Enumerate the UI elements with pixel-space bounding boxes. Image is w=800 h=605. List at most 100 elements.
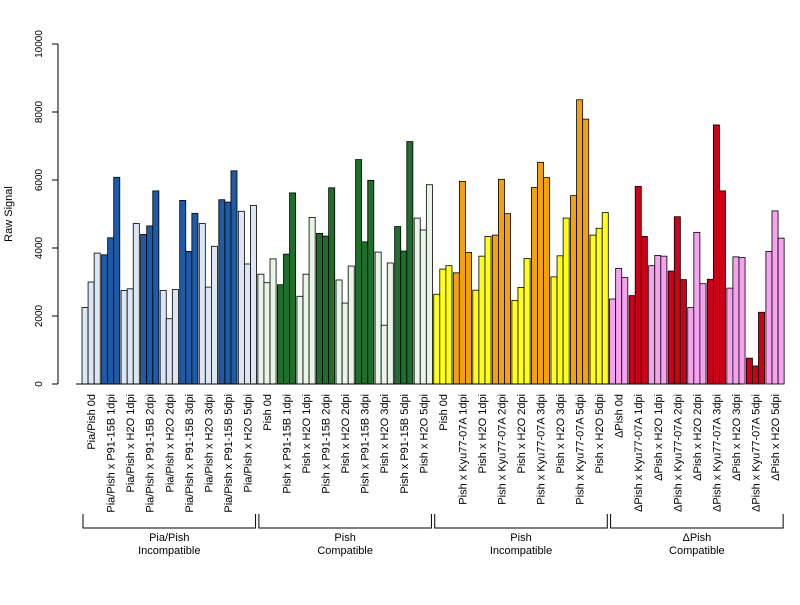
group-bracket bbox=[82, 514, 257, 529]
bar bbox=[556, 255, 564, 385]
x-tick-label: ΔPish 0d bbox=[614, 394, 626, 438]
x-tick-label: Pia/Pish x H2O 5dpi bbox=[242, 394, 254, 492]
x-tick-label: Pish 0d bbox=[262, 394, 274, 431]
bar bbox=[132, 223, 140, 385]
bar bbox=[289, 192, 297, 385]
bar bbox=[504, 213, 511, 385]
bar bbox=[269, 258, 277, 385]
bar bbox=[425, 184, 433, 385]
bar bbox=[595, 227, 603, 385]
x-tick-label: Pia/Pish 0d bbox=[86, 394, 98, 450]
bar bbox=[413, 217, 421, 385]
bar bbox=[693, 231, 701, 385]
bar bbox=[263, 282, 271, 385]
bar bbox=[101, 254, 109, 385]
bar bbox=[679, 279, 687, 385]
bar bbox=[316, 232, 323, 385]
bar bbox=[576, 99, 584, 385]
x-tick-label: Pia/Pish x P91-15B 2dpi bbox=[145, 394, 157, 513]
bar bbox=[628, 295, 636, 385]
bar bbox=[511, 299, 519, 385]
bar bbox=[374, 251, 382, 385]
bar bbox=[726, 287, 734, 385]
x-tick-label: Pish x H2O 3dpi bbox=[379, 394, 391, 473]
x-tick-label: Pia/Pish x H2O 3dpi bbox=[203, 394, 215, 492]
x-tick-label: Pish x H2O 1dpi bbox=[301, 394, 313, 473]
bar bbox=[478, 255, 486, 385]
bar bbox=[498, 178, 505, 385]
x-tick-label: Pish 0d bbox=[438, 394, 450, 431]
bar bbox=[667, 270, 675, 385]
bar bbox=[719, 190, 726, 385]
group-bracket bbox=[610, 514, 784, 529]
x-tick-label: ΔPish x Kyu77-07A 1dpi bbox=[633, 394, 645, 512]
bar bbox=[152, 190, 160, 385]
bar bbox=[615, 267, 623, 385]
bar bbox=[107, 237, 115, 385]
group-label-line2: Incompatible bbox=[138, 545, 200, 557]
bar bbox=[394, 226, 402, 385]
bar bbox=[699, 283, 707, 385]
x-tick-label: Pia/Pish x P91-15B 3dpi bbox=[184, 394, 196, 513]
bar bbox=[283, 253, 290, 385]
bar bbox=[81, 307, 89, 385]
bar bbox=[621, 277, 629, 385]
bar bbox=[179, 199, 187, 385]
x-tick-label: Pia/Pish x H2O 1dpi bbox=[125, 394, 137, 492]
group-bracket bbox=[258, 514, 432, 529]
bar bbox=[660, 255, 668, 385]
bar bbox=[570, 195, 577, 385]
bar bbox=[465, 252, 472, 385]
bar bbox=[308, 216, 316, 385]
group-label-line1: Pish bbox=[510, 532, 531, 544]
bar bbox=[302, 273, 310, 385]
x-tick-label: Pish x Kyu77-07A 2dpi bbox=[496, 394, 508, 505]
bar bbox=[687, 307, 695, 385]
bar bbox=[204, 286, 212, 385]
bar bbox=[589, 234, 597, 385]
x-tick-label: ΔPish x H2O 1dpi bbox=[653, 394, 665, 481]
x-tick-label: Pish x Kyu77-07A 3dpi bbox=[536, 394, 548, 505]
bar bbox=[328, 187, 336, 385]
bar bbox=[87, 281, 95, 385]
bar bbox=[543, 177, 551, 385]
bar bbox=[758, 311, 766, 385]
bars bbox=[81, 99, 785, 385]
x-tick-label: Pish x P91-15B 2dpi bbox=[321, 394, 333, 494]
bar bbox=[224, 201, 232, 385]
bar bbox=[706, 278, 714, 385]
x-tick-label: Pish x P91-15B 5dpi bbox=[399, 394, 411, 494]
bar bbox=[654, 255, 662, 385]
x-tick-labels: Pia/Pish 0d Pia/Pish x P91-15B 1dpi Pia/Pi… bbox=[86, 394, 782, 513]
bar bbox=[386, 262, 394, 385]
bar bbox=[458, 180, 466, 385]
bar bbox=[732, 256, 740, 385]
x-tick-label: Pish x P91-15B 1dpi bbox=[282, 394, 294, 494]
x-tick-label: ΔPish x Kyu77-07A 3dpi bbox=[711, 394, 723, 512]
bar bbox=[771, 210, 779, 385]
bar bbox=[296, 295, 304, 385]
group-label-line1: ΔPish bbox=[682, 532, 711, 544]
bar bbox=[439, 268, 447, 385]
bar bbox=[146, 225, 154, 385]
bar bbox=[648, 265, 656, 385]
bar bbox=[113, 176, 121, 385]
x-tick-label: ΔPish x Kyu77-07A 2dpi bbox=[672, 394, 684, 512]
x-tick-label: Pish x H2O 1dpi bbox=[477, 394, 489, 473]
group-label-line2: Incompatible bbox=[490, 545, 552, 557]
bar bbox=[276, 284, 284, 385]
x-tick-label: ΔPish x Kyu77-07A 5dpi bbox=[750, 394, 762, 512]
group-label-line2: Compatible bbox=[317, 545, 373, 557]
bar bbox=[634, 186, 642, 385]
bar bbox=[550, 276, 558, 385]
bar bbox=[609, 298, 617, 385]
bar bbox=[120, 290, 128, 385]
bar bbox=[406, 141, 414, 385]
bar bbox=[445, 265, 453, 385]
bar bbox=[745, 357, 753, 385]
x-tick-label: Pish x Kyu77-07A 5dpi bbox=[575, 394, 587, 505]
x-tick-label: ΔPish x H2O 5dpi bbox=[770, 394, 782, 481]
y-tick-label: 2000 bbox=[34, 304, 45, 327]
bar bbox=[126, 288, 134, 385]
bar bbox=[537, 161, 544, 385]
